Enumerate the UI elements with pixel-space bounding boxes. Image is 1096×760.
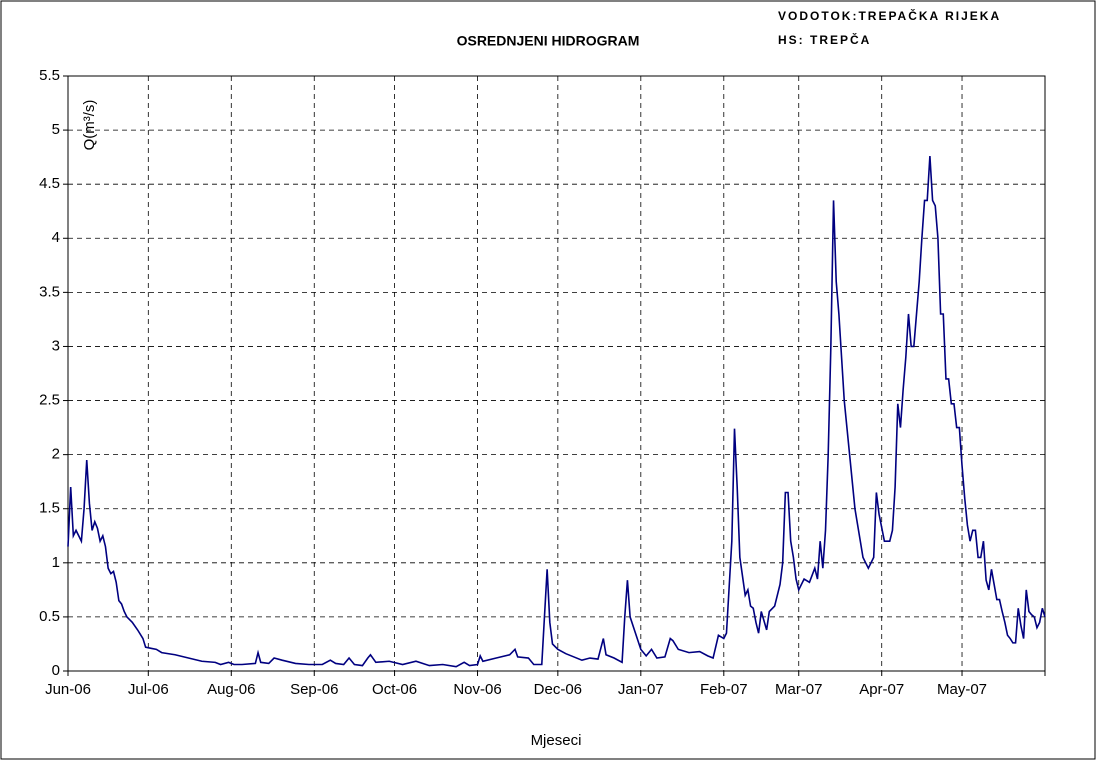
x-tick-label: Apr-07	[859, 681, 904, 698]
y-tick-label: 3.5	[39, 283, 60, 300]
y-tick-label: 1	[52, 554, 60, 571]
x-tick-label: Mar-07	[775, 681, 823, 698]
y-tick-label: 5	[52, 121, 60, 138]
y-tick-label: 2.5	[39, 392, 60, 409]
x-tick-label: Jun-06	[45, 681, 91, 698]
x-tick-label: Nov-06	[453, 681, 501, 698]
data-line	[67, 156, 1046, 668]
x-tick-label: May-07	[937, 681, 987, 698]
annotation: HS: TREPČA	[778, 32, 871, 47]
y-tick-label: 4	[52, 229, 60, 246]
plot-area	[67, 75, 1046, 672]
x-tick-label: Oct-06	[372, 681, 417, 698]
y-tick-label: 2	[52, 446, 60, 463]
x-tick-label: Dec-06	[534, 681, 582, 698]
y-tick-label: 0.5	[39, 608, 60, 625]
x-tick-label: Jul-06	[128, 681, 169, 698]
y-tick-label: 5.5	[39, 67, 60, 84]
x-axis-label: Mjeseci	[531, 732, 582, 749]
x-tick-label: Jan-07	[618, 681, 664, 698]
annotation: VODOTOK:TREPAČKA RIJEKA	[778, 8, 1001, 23]
x-tick-label: Aug-06	[207, 681, 255, 698]
y-tick-label: 1.5	[39, 500, 60, 517]
y-tick-label: 4.5	[39, 175, 60, 192]
chart-title: OSREDNJENI HIDROGRAM	[457, 33, 640, 49]
y-axis-label: Q(m³/s)	[81, 100, 98, 151]
y-tick-label: 3	[52, 337, 60, 354]
x-tick-label: Feb-07	[700, 681, 748, 698]
x-tick-label: Sep-06	[290, 681, 338, 698]
y-tick-label: 0	[52, 662, 60, 679]
